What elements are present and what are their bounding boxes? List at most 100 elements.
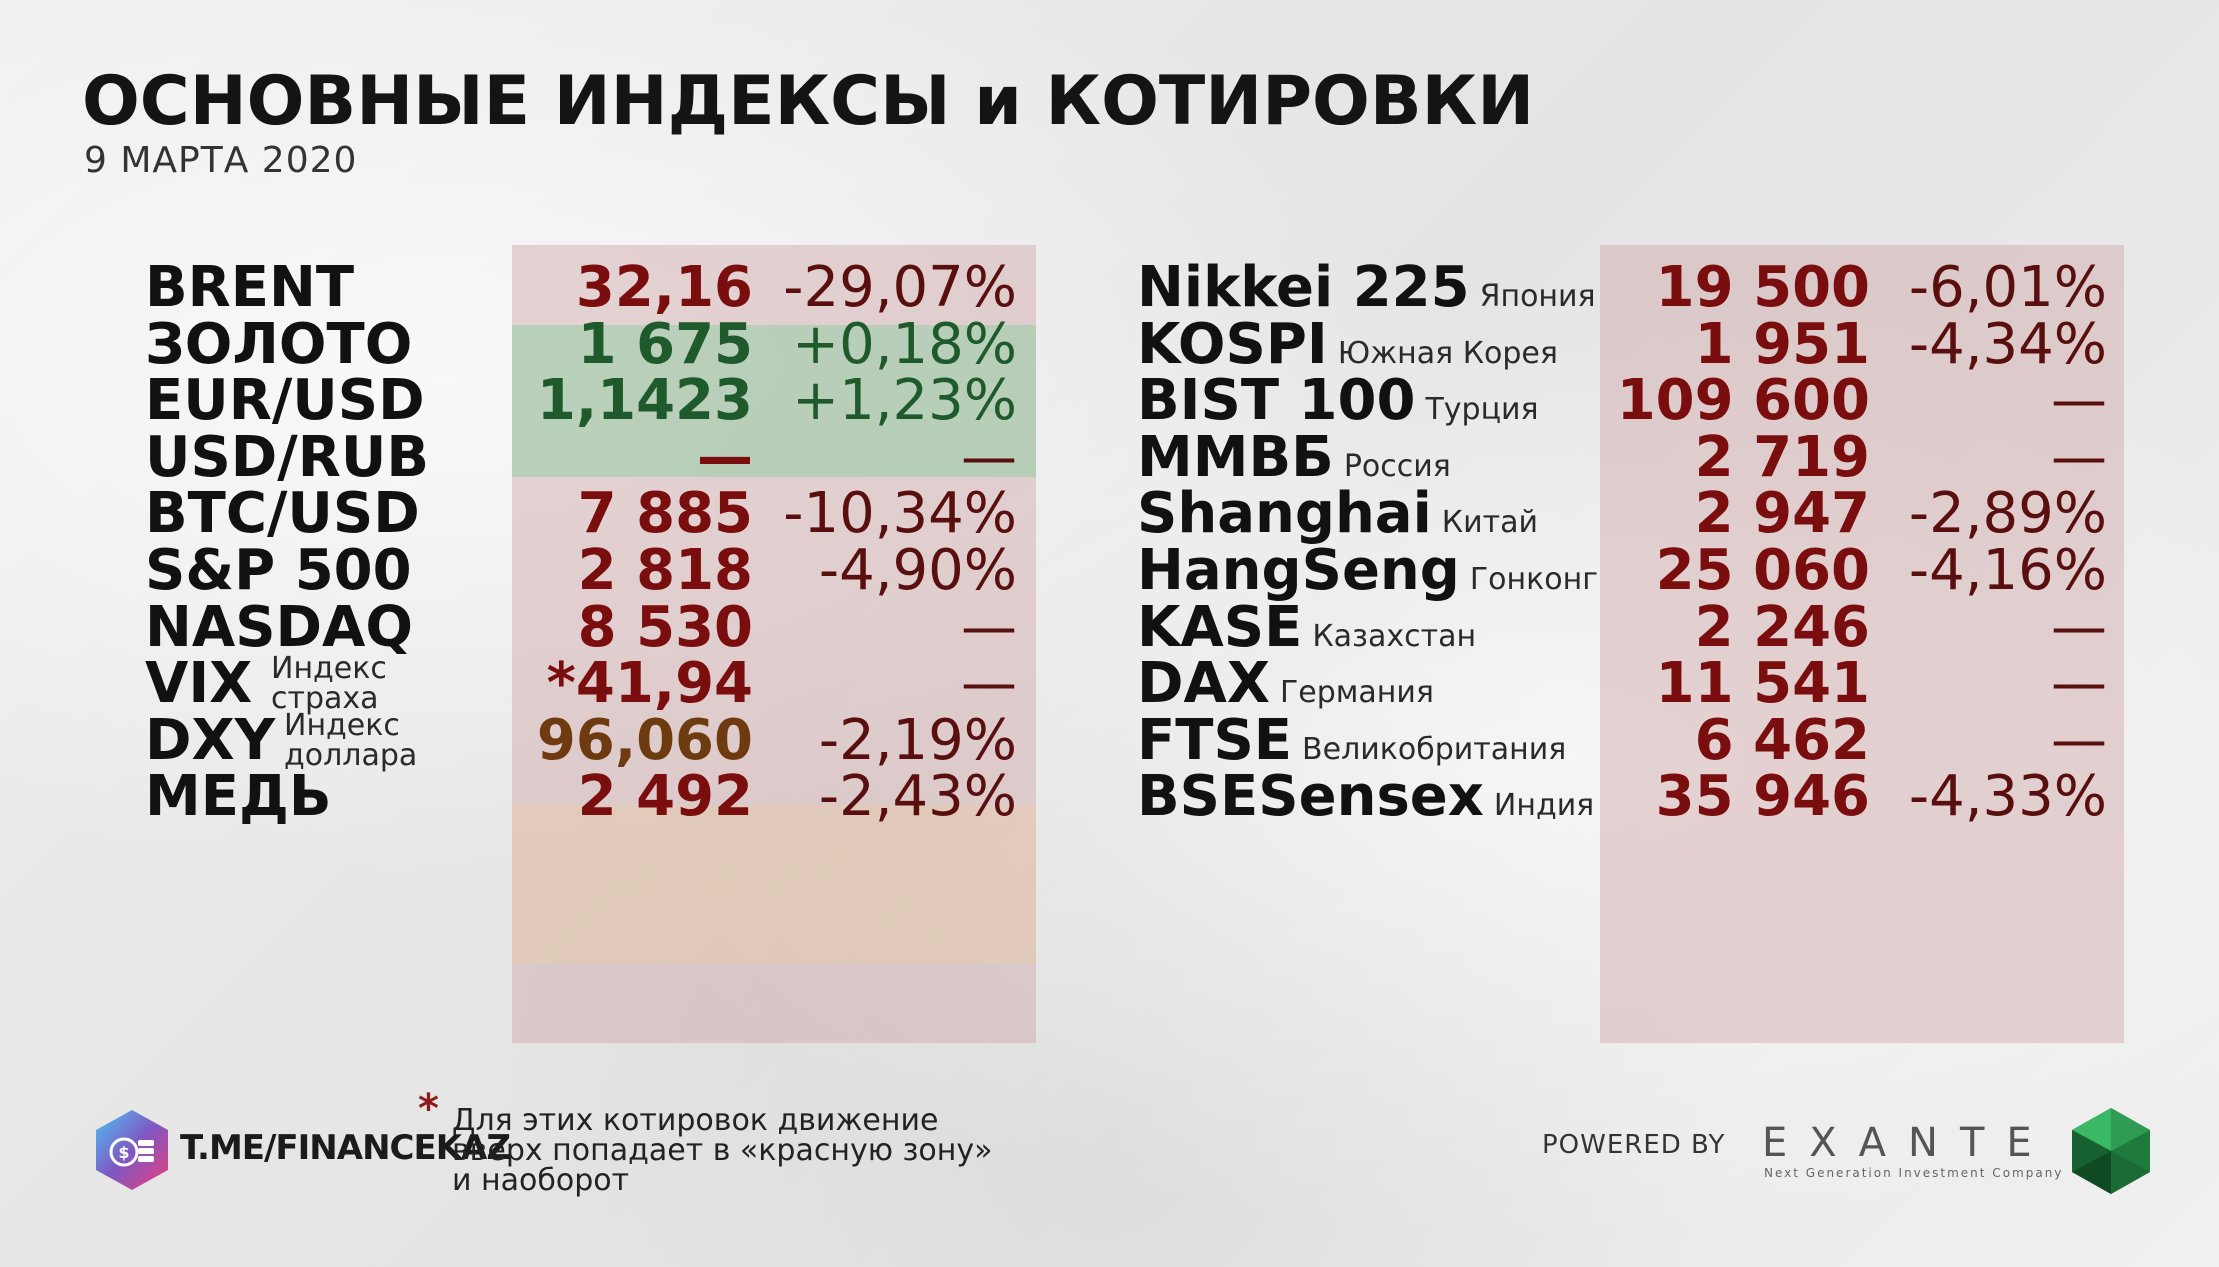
quote-change: -2,19% bbox=[818, 708, 1017, 773]
index-value: 6 462 bbox=[1694, 708, 1870, 773]
index-name-group: BSESensex Индия bbox=[1137, 765, 1594, 838]
index-country: Южная Корея bbox=[1337, 336, 1558, 371]
index-name: ММВБ bbox=[1137, 425, 1334, 490]
index-name: Nikkei 225 bbox=[1137, 255, 1470, 320]
index-name-group: FTSE Великобритания bbox=[1137, 709, 1566, 782]
index-value: 2 947 bbox=[1694, 481, 1870, 546]
quote-value: 1,1423 bbox=[536, 368, 753, 433]
exante-tagline: Next Generation Investment Company bbox=[1764, 1166, 2064, 1180]
quote-change: — bbox=[961, 595, 1017, 660]
quote-name: NASDAQ bbox=[145, 595, 413, 660]
quote-row: DXY Индекс доллара 96,060 -2,19% bbox=[145, 701, 1025, 781]
quote-name: USD/RUB bbox=[145, 425, 430, 490]
positive-zone bbox=[512, 325, 1036, 477]
page-date: 9 МАРТА 2020 bbox=[84, 140, 358, 181]
quote-change: — bbox=[961, 651, 1017, 716]
quote-value: 7 885 bbox=[577, 481, 753, 546]
quote-row: S&P 500 2 818 -4,90% bbox=[145, 531, 1025, 611]
quote-change: +0,18% bbox=[792, 312, 1017, 377]
index-row: DAX Германия 11 541 — bbox=[1137, 644, 2117, 724]
quote-value: 8 530 bbox=[577, 595, 753, 660]
exante-gem-icon bbox=[2072, 1108, 2150, 1194]
quote-subtitle: Индекс bbox=[271, 651, 387, 686]
index-name: DAX bbox=[1137, 651, 1270, 716]
quote-change: +1,23% bbox=[792, 368, 1017, 433]
telegram-link[interactable]: T.ME/FINANCEKAZ bbox=[180, 1128, 511, 1168]
index-value: 25 060 bbox=[1655, 538, 1870, 603]
index-name: BSESensex bbox=[1137, 764, 1484, 829]
index-country: Германия bbox=[1280, 675, 1434, 710]
index-value: 1 951 bbox=[1694, 312, 1870, 377]
index-country: Китай bbox=[1441, 505, 1538, 540]
right-values-panel bbox=[1600, 245, 2124, 1043]
index-value: 35 946 bbox=[1655, 764, 1870, 829]
index-name: KASE bbox=[1137, 595, 1303, 660]
quote-row: ЗОЛОТО 1 675 +0,18% bbox=[145, 305, 1025, 385]
inverse-zone bbox=[512, 805, 1036, 963]
powered-by-label: POWERED BY bbox=[1542, 1130, 1726, 1160]
svg-text:$: $ bbox=[118, 1143, 129, 1162]
index-row: BIST 100 Турция 109 600 — bbox=[1137, 361, 2117, 441]
exante-logo-text: EXANTE bbox=[1762, 1120, 2054, 1166]
index-name-group: HangSeng Гонконг bbox=[1137, 539, 1598, 612]
quote-row: BTC/USD 7 885 -10,34% bbox=[145, 474, 1025, 554]
footnote-line: и наоборот bbox=[452, 1163, 630, 1198]
index-value: 2 246 bbox=[1694, 595, 1870, 660]
footnote: Для этих котировок движение вверх попада… bbox=[452, 1106, 1092, 1196]
quote-change: -10,34% bbox=[783, 481, 1017, 546]
index-name-group: KASE Казахстан bbox=[1137, 596, 1476, 669]
page-title: ОСНОВНЫЕ ИНДЕКСЫ и КОТИРОВКИ bbox=[82, 62, 1535, 141]
index-country: Индия bbox=[1493, 788, 1595, 823]
index-name-group: ММВБ Россия bbox=[1137, 426, 1451, 499]
index-name: Shanghai bbox=[1137, 481, 1432, 546]
index-row: KOSPI Южная Корея 1 951 -4,34% bbox=[1137, 305, 2117, 385]
index-value: 19 500 bbox=[1655, 255, 1870, 320]
index-name: FTSE bbox=[1137, 708, 1293, 773]
index-country: Великобритания bbox=[1302, 732, 1567, 767]
quote-row: USD/RUB — — bbox=[145, 418, 1025, 498]
index-name-group: BIST 100 Турция bbox=[1137, 369, 1539, 442]
financekaz-logo-icon: $ bbox=[96, 1110, 168, 1190]
quote-value: *41,94 bbox=[546, 651, 753, 716]
quote-change: -4,90% bbox=[818, 538, 1017, 603]
index-row: Nikkei 225 Япония 19 500 -6,01% bbox=[1137, 248, 2117, 328]
index-name-group: KOSPI Южная Корея bbox=[1137, 313, 1558, 386]
index-row: Shanghai Китай 2 947 -2,89% bbox=[1137, 474, 2117, 554]
quote-value: 1 675 bbox=[577, 312, 753, 377]
quote-name: EUR/USD bbox=[145, 368, 425, 433]
quote-name: BRENT bbox=[145, 255, 355, 320]
index-change: — bbox=[2051, 368, 2107, 433]
quote-subtitle: страха bbox=[271, 681, 379, 716]
index-change: -4,34% bbox=[1908, 312, 2107, 377]
quote-value: 96,060 bbox=[536, 708, 753, 773]
quote-name: МЕДЬ bbox=[145, 764, 332, 829]
quote-value: 32,16 bbox=[575, 255, 753, 320]
quote-change: — bbox=[961, 425, 1017, 490]
quote-change: -29,07% bbox=[783, 255, 1017, 320]
quote-subtitle: доллара bbox=[284, 738, 418, 773]
note-asterisk: * bbox=[418, 1086, 439, 1132]
quote-name: BTC/USD bbox=[145, 481, 420, 546]
quote-subtitle: Индекс bbox=[284, 708, 400, 743]
index-country: Гонконг bbox=[1469, 562, 1598, 597]
index-country: Турция bbox=[1425, 392, 1539, 427]
quote-row: NASDAQ 8 530 — bbox=[145, 588, 1025, 668]
index-country: Казахстан bbox=[1312, 619, 1477, 654]
quote-name: DXY bbox=[145, 708, 276, 773]
index-value: 2 719 bbox=[1694, 425, 1870, 490]
index-change: — bbox=[2051, 708, 2107, 773]
quote-row: EUR/USD 1,1423 +1,23% bbox=[145, 361, 1025, 441]
quote-value: — bbox=[697, 425, 753, 490]
quote-change: -2,43% bbox=[818, 764, 1017, 829]
footnote-line: Для этих котировок движение bbox=[452, 1103, 939, 1138]
index-change: -4,16% bbox=[1908, 538, 2107, 603]
footnote-line: вверх попадает в «красную зону» bbox=[452, 1133, 993, 1168]
quote-value: 2 492 bbox=[577, 764, 753, 829]
quote-row: МЕДЬ 2 492 -2,43% bbox=[145, 757, 1025, 837]
index-name: HangSeng bbox=[1137, 538, 1460, 603]
index-value: 109 600 bbox=[1616, 368, 1870, 433]
index-name: KOSPI bbox=[1137, 312, 1328, 377]
index-row: FTSE Великобритания 6 462 — bbox=[1137, 701, 2117, 781]
index-row: KASE Казахстан 2 246 — bbox=[1137, 588, 2117, 668]
index-change: — bbox=[2051, 595, 2107, 660]
